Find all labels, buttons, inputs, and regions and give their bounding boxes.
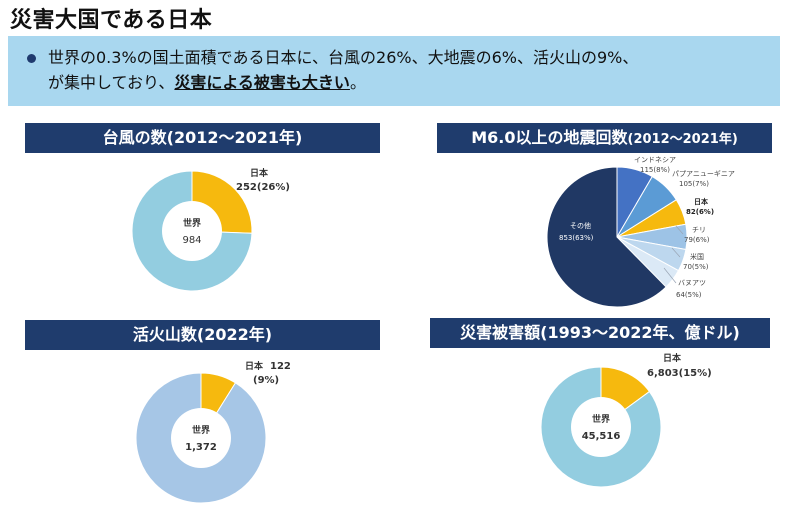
quake-chile-name: チリ — [692, 226, 706, 234]
damage-slice-1 — [540, 366, 662, 488]
quake-vanuatu-leader — [663, 267, 677, 284]
quake-png-name: パプアニューギニア — [672, 170, 735, 178]
typhoon-center-label: 世界 — [183, 217, 201, 229]
summary-line-1: 世界の0.3%の国土面積である日本に、台風の26%、大地震の6%、活火山の9%、 — [48, 48, 639, 67]
quake-other-label: 853(63%) — [559, 234, 594, 242]
damage-donut-hole — [571, 397, 631, 457]
volcano-donut-hole — [171, 408, 231, 468]
page-title: 災害大国である日本 — [10, 8, 213, 33]
volcano-japan-label: 122 — [270, 361, 291, 372]
quake-indonesia-label: 115(8%) — [640, 166, 670, 174]
typhoon-center-value: 984 — [182, 235, 201, 246]
summary-highlight: 災害による被害も大きい — [174, 73, 350, 92]
damage-center-value: 45,516 — [582, 431, 621, 442]
quake-slice-6 — [546, 166, 667, 308]
damage-japan-name: 日本 — [663, 352, 682, 364]
typhoon-donut-hole — [162, 201, 222, 261]
earthquake-chart-title-suffix: (2012〜2021年) — [627, 132, 738, 147]
typhoon-chart-header: 台風の数(2012〜2021年) — [25, 123, 380, 153]
bullet-icon — [27, 54, 36, 63]
quake-png-label: 105(7%) — [679, 180, 709, 188]
quake-chile-leader — [675, 225, 684, 235]
earthquake-chart-title: M6.0以上の地震回数 — [471, 128, 628, 147]
quake-vanuatu-label: 64(5%) — [676, 291, 702, 299]
quake-japan-name: 日本 — [694, 197, 708, 206]
volcano-japan-pct: (9%) — [253, 375, 279, 386]
quake-other-name: その他 — [570, 221, 591, 230]
quake-us-leader — [671, 247, 681, 258]
quake-us-name: 米国 — [690, 252, 704, 261]
earthquake-chart-header: M6.0以上の地震回数(2012〜2021年) — [437, 123, 772, 153]
quake-indonesia-name: インドネシア — [634, 156, 676, 164]
quake-us-label: 70(5%) — [683, 263, 709, 271]
quake-japan-label: 82(6%) — [686, 208, 714, 216]
volcano-chart-header: 活火山数(2022年) — [25, 320, 380, 350]
volcano-center-label: 世界 — [192, 424, 210, 436]
typhoon-japan-label: 252(26%) — [236, 182, 290, 193]
summary-line-2-suffix: 。 — [349, 73, 366, 92]
damage-japan-label: 6,803(15%) — [647, 368, 712, 379]
damage-center-label: 世界 — [592, 413, 610, 425]
summary-box: 世界の0.3%の国土面積である日本に、台風の26%、大地震の6%、活火山の9%、… — [8, 36, 780, 106]
summary-line-2: が集中しており、災害による被害も大きい。 — [48, 70, 766, 95]
volcano-japan-name: 日本 — [245, 360, 264, 372]
volcano-center-value: 1,372 — [185, 442, 217, 453]
quake-leader-lines — [663, 225, 684, 284]
quake-chile-label: 79(6%) — [684, 236, 710, 244]
damage-chart-header: 災害被害額(1993〜2022年、億ドル) — [430, 318, 770, 348]
typhoon-japan-name: 日本 — [250, 167, 269, 179]
quake-vanuatu-name: バヌアツ — [678, 279, 706, 287]
summary-line-2-prefix: が集中しており、 — [48, 73, 175, 92]
